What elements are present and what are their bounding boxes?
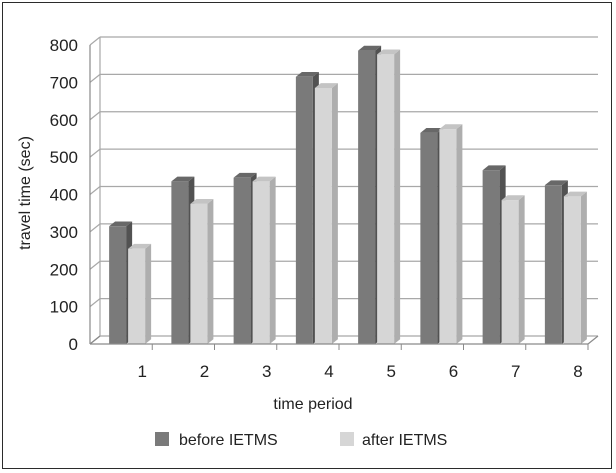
bar — [314, 83, 338, 345]
y-tick-labels: 0 100 200 300 400 500 600 700 800 — [50, 36, 78, 354]
grid-wall-tick — [89, 186, 101, 195]
bar-side — [207, 199, 214, 344]
legend-swatch-after — [340, 432, 354, 446]
floor-edge — [587, 335, 599, 345]
bar-front — [482, 170, 500, 344]
x-tick-label: 2 — [200, 362, 209, 381]
bar — [190, 199, 214, 344]
floor-edge — [89, 335, 101, 345]
x-tick-label: 6 — [449, 362, 458, 381]
x-tick-label: 8 — [573, 362, 582, 381]
bar-top — [109, 221, 133, 227]
bar-front — [544, 185, 562, 344]
y-tick-label: 0 — [69, 335, 78, 354]
bar-top — [358, 45, 382, 51]
bar-top — [128, 243, 152, 249]
bar-top — [190, 199, 214, 204]
y-tick-label: 500 — [50, 148, 78, 167]
bar-top — [482, 165, 506, 171]
bar-side — [145, 243, 152, 344]
legend-label-after: after IETMS — [362, 432, 447, 449]
bar-front — [314, 87, 332, 344]
bar-top — [377, 49, 401, 55]
grid-wall-tick — [89, 260, 101, 270]
bar-front — [233, 177, 251, 344]
y-tick-label: 800 — [50, 36, 78, 55]
bar-top — [314, 83, 338, 88]
legend-label-before: before IETMS — [179, 432, 278, 449]
grid-wall-tick — [89, 36, 101, 46]
x-tick-label: 1 — [138, 362, 147, 381]
grid-wall-tick — [89, 223, 101, 233]
x-tick-label: 3 — [262, 362, 271, 381]
bar-top — [544, 180, 568, 186]
bar-top — [252, 176, 276, 182]
y-tick-label: 200 — [50, 260, 78, 279]
bar-side — [394, 49, 401, 344]
legend: before IETMS after IETMS — [155, 432, 447, 449]
bar-top — [295, 71, 319, 77]
bar-front — [377, 54, 395, 344]
x-tick-label: 5 — [387, 362, 396, 381]
bar-front — [171, 181, 189, 344]
x-tick-labels: 1 2 3 4 5 6 7 8 — [138, 362, 583, 381]
bar — [563, 191, 587, 344]
bar-side — [331, 83, 338, 345]
bar-top — [439, 124, 463, 130]
bar-top — [171, 176, 195, 182]
bar — [252, 176, 276, 344]
bar-front — [128, 248, 146, 344]
bar-top — [563, 191, 587, 197]
bar-side — [580, 191, 587, 344]
bar-front — [358, 50, 376, 344]
bar-front — [295, 76, 313, 345]
x-tick-label: 4 — [324, 362, 333, 381]
bar-front — [190, 203, 208, 344]
y-axis-title: travel time (sec) — [17, 136, 34, 250]
bar-side — [456, 124, 463, 344]
axes — [89, 37, 599, 350]
grid-wall-tick — [89, 298, 101, 308]
y-tick-label: 600 — [50, 111, 78, 130]
bar-front — [252, 181, 270, 344]
bar-series — [109, 45, 587, 345]
bar-side — [518, 195, 525, 344]
bar — [501, 195, 525, 344]
legend-swatch-before — [155, 432, 169, 446]
y-tick-label: 300 — [50, 223, 78, 242]
bar-top — [420, 128, 444, 133]
bar-side — [269, 176, 276, 344]
x-tick-label: 7 — [511, 362, 520, 381]
x-axis-title: time period — [273, 396, 352, 413]
grid-wall-tick — [89, 111, 101, 121]
grid-wall-tick — [89, 73, 101, 83]
y-tick-label: 700 — [50, 73, 78, 92]
bar-top — [501, 195, 525, 201]
bar-front — [563, 196, 581, 344]
bar-top — [233, 172, 257, 178]
bar-front — [109, 226, 127, 344]
y-tick-label: 100 — [50, 298, 78, 317]
bar-front — [420, 132, 438, 344]
bar — [439, 124, 463, 344]
grid-wall-tick — [89, 148, 101, 158]
bar — [128, 243, 152, 344]
bar-front — [439, 129, 457, 344]
bar — [377, 49, 401, 344]
bar-front — [501, 200, 519, 344]
y-tick-label: 400 — [50, 186, 78, 205]
